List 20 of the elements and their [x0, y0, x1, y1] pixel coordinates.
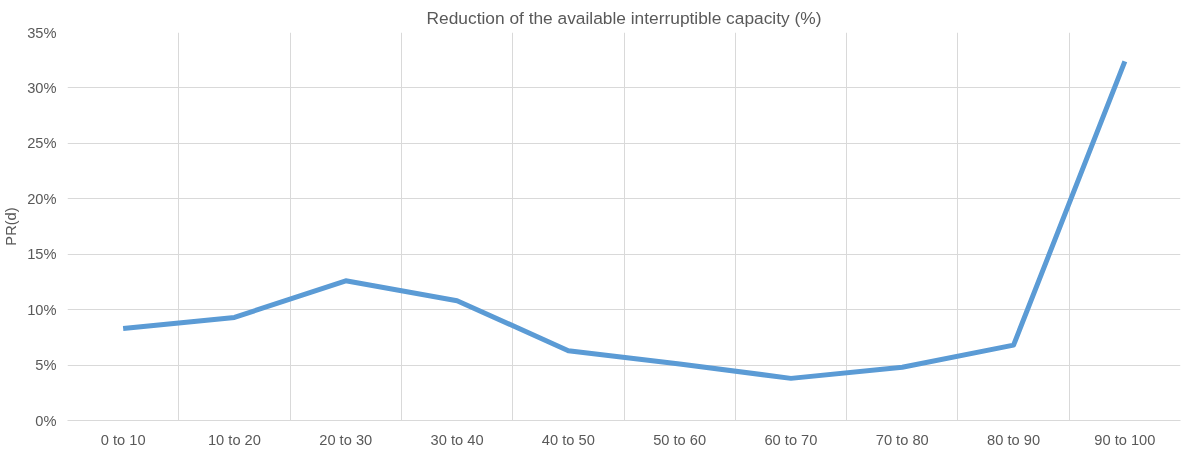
- x-tick-label: 50 to 60: [653, 431, 707, 448]
- y-tick-label: 35%: [27, 24, 57, 41]
- x-tick-label: 10 to 20: [207, 431, 261, 448]
- y-tick-label: 10%: [27, 301, 57, 318]
- x-tick-label: 90 to 100: [1094, 431, 1156, 448]
- x-tick-label: 20 to 30: [319, 431, 373, 448]
- y-tick-label: 20%: [27, 190, 57, 207]
- x-tick-label: 40 to 50: [541, 431, 595, 448]
- y-tick-label: 0%: [35, 412, 57, 429]
- chart-title: Reduction of the available interruptible capacity (%): [426, 7, 822, 28]
- x-tick-label: 30 to 40: [430, 431, 484, 448]
- y-tick-label: 30%: [27, 79, 57, 96]
- y-axis-title: PR(d): [3, 207, 20, 246]
- y-tick-label: 5%: [35, 357, 57, 374]
- y-tick-label: 25%: [27, 135, 57, 152]
- y-tick-label: 15%: [27, 246, 57, 263]
- x-tick-label: 60 to 70: [764, 431, 818, 448]
- x-tick-label: 70 to 80: [875, 431, 929, 448]
- x-tick-label: 0 to 10: [100, 431, 146, 448]
- x-tick-label: 80 to 90: [987, 431, 1041, 448]
